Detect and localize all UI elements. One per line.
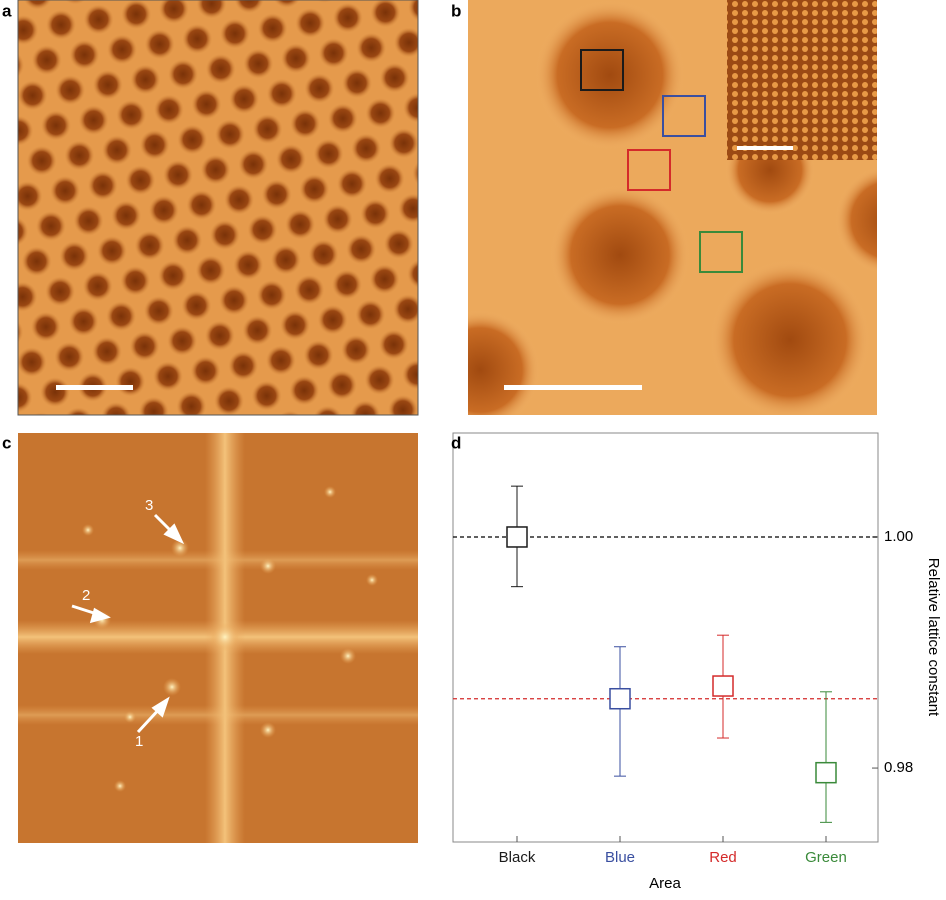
x-tick-label: Red xyxy=(709,849,737,866)
area-box xyxy=(699,231,743,273)
data-box xyxy=(506,526,528,548)
y-tick-label: 0.98 xyxy=(884,759,913,776)
y-tick-label: 1.00 xyxy=(884,528,913,545)
x-tick-label: Green xyxy=(805,849,847,866)
area-box xyxy=(662,95,706,137)
panel-b: b xyxy=(451,0,877,415)
x-axis-label: Area xyxy=(649,875,681,892)
panel-label: c xyxy=(2,433,11,452)
panel-a: a xyxy=(2,0,419,416)
arrow-label: 3 xyxy=(145,497,153,514)
data-box xyxy=(712,675,734,697)
data-box xyxy=(815,761,837,784)
arrow-label: 2 xyxy=(82,587,90,604)
scale-bar xyxy=(504,385,642,390)
panel-label: b xyxy=(451,1,461,20)
stm-image xyxy=(17,0,419,416)
arrow-label: 1 xyxy=(135,733,143,750)
area-box xyxy=(580,49,624,91)
area-box xyxy=(627,149,671,191)
data-box xyxy=(609,687,631,710)
x-tick-label: Black xyxy=(499,849,536,866)
panel-d: d Area Relative lattice constant 0.98 1.0… xyxy=(451,432,942,892)
panel-c: 3 2 1 c xyxy=(2,433,418,843)
x-tick-label: Blue xyxy=(605,849,635,866)
y-axis-label: Relative lattice constant xyxy=(925,558,942,717)
panel-label: a xyxy=(2,1,12,20)
scale-bar xyxy=(56,385,133,390)
inset-image xyxy=(727,0,877,160)
plot-frame xyxy=(452,432,879,843)
panel-label: d xyxy=(451,433,461,452)
scale-bar xyxy=(737,146,793,150)
